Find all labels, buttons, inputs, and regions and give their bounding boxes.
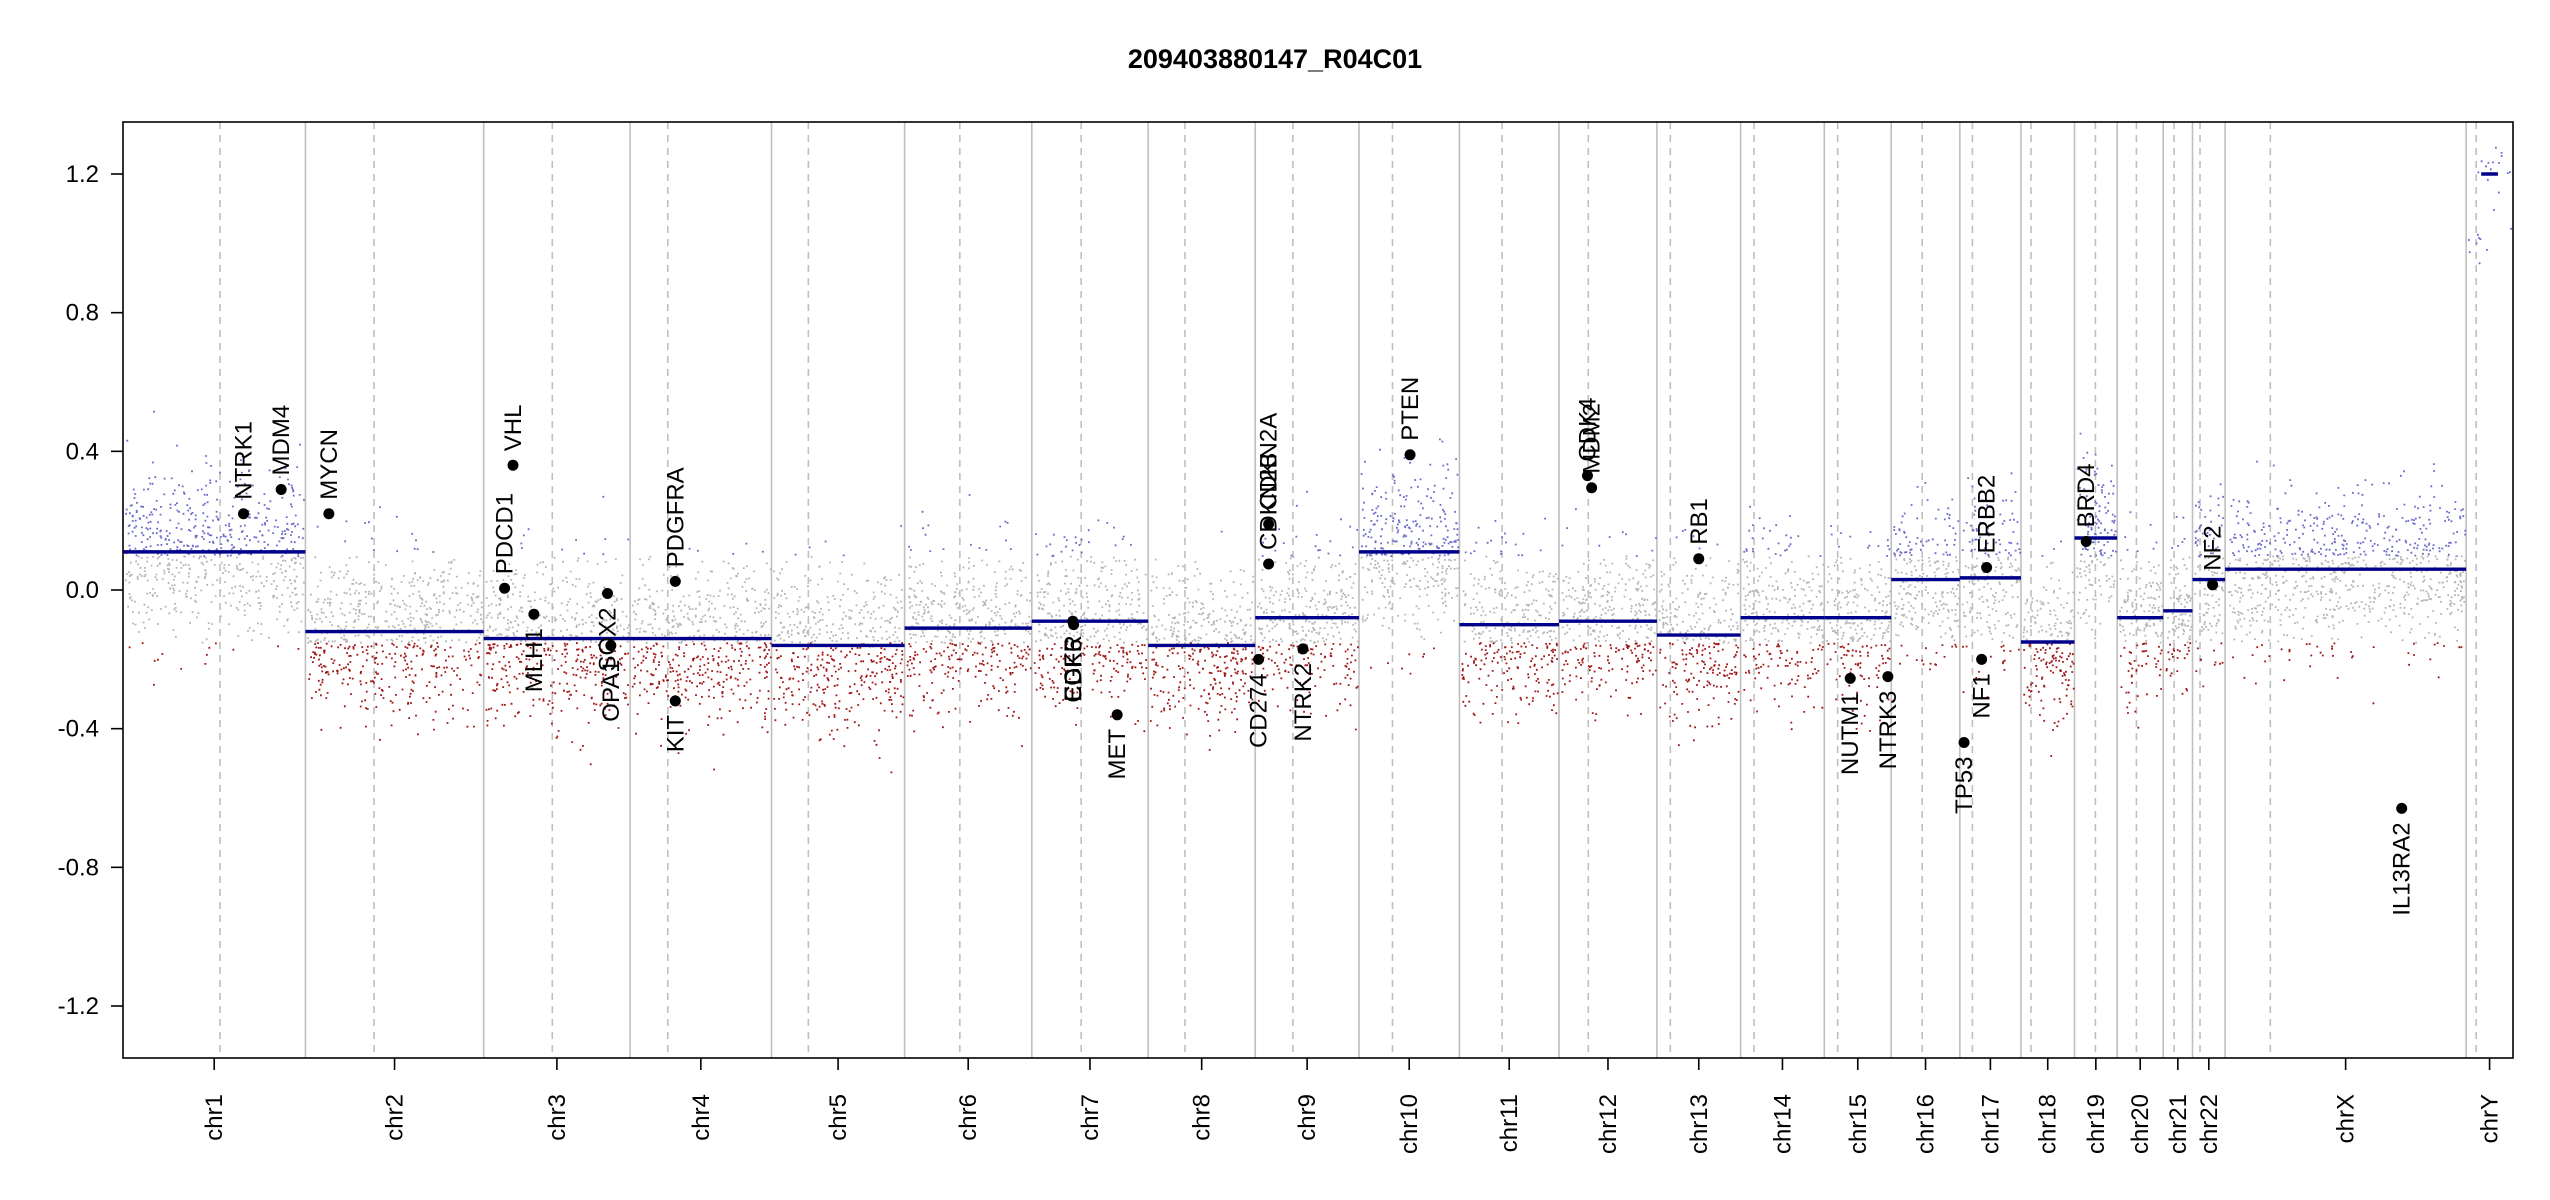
x-tick-label-chr15: chr15 bbox=[1845, 1094, 1872, 1154]
gene-label-cdkn2b: CDKN2B bbox=[1256, 453, 1283, 550]
gene-label-vhl: VHL bbox=[500, 405, 527, 452]
gene-label-cdk6: CDK6 bbox=[1061, 639, 1088, 703]
gene-point-rb1 bbox=[1693, 553, 1705, 565]
gene-point-mycn bbox=[323, 508, 335, 520]
gene-point-met bbox=[1111, 709, 1123, 721]
gene-label-pdgfra: PDGFRA bbox=[662, 467, 689, 567]
y-tick-label: -0.8 bbox=[58, 854, 99, 881]
gene-point-cdk6 bbox=[1068, 619, 1080, 631]
gene-label-mycn: MYCN bbox=[316, 429, 343, 500]
gene-label-nf2: NF2 bbox=[2200, 525, 2227, 570]
gene-point-cd274 bbox=[1253, 653, 1265, 665]
gene-point-il13ra2 bbox=[2396, 802, 2408, 814]
gene-label-ntrk1: NTRK1 bbox=[231, 421, 258, 500]
x-tick-label-chr3: chr3 bbox=[544, 1094, 571, 1141]
x-tick-label-chr22: chr22 bbox=[2196, 1094, 2223, 1154]
x-tick-label-chr19: chr19 bbox=[2083, 1094, 2110, 1154]
y-tick-label: -0.4 bbox=[58, 716, 99, 743]
segments bbox=[123, 172, 2498, 648]
chart-title: 209403880147_R04C01 bbox=[1127, 44, 1423, 74]
gene-label-kit: KIT bbox=[662, 715, 689, 753]
gene-point-mlh1 bbox=[528, 608, 540, 620]
x-tick-label-chr8: chr8 bbox=[1189, 1094, 1216, 1141]
gene-label-egfr: EGFR bbox=[1060, 635, 1087, 702]
gene-point-erbb2 bbox=[1981, 561, 1993, 573]
gene-label-brd4: BRD4 bbox=[2073, 463, 2100, 527]
gene-point-pdcd1 bbox=[499, 582, 511, 594]
gene-point-nf2 bbox=[2207, 579, 2219, 591]
y-tick-label: -1.2 bbox=[58, 993, 99, 1020]
x-tick-label-chr17: chr17 bbox=[1977, 1094, 2004, 1154]
gene-label-pdcd1: PDCD1 bbox=[492, 493, 519, 574]
gene-point-cdkn2a bbox=[1263, 518, 1275, 530]
x-tick-label-chr13: chr13 bbox=[1686, 1094, 1713, 1154]
x-tick-label-chr18: chr18 bbox=[2035, 1094, 2062, 1154]
gene-point-opa1 bbox=[605, 639, 617, 651]
x-tick-label-chr9: chr9 bbox=[1294, 1094, 1321, 1141]
gene-label-il13ra2: IL13RA2 bbox=[2389, 822, 2416, 915]
gene-point-mdm4 bbox=[275, 483, 287, 495]
chromosome-boundaries bbox=[219, 122, 2477, 1058]
x-tick-label-chr16: chr16 bbox=[1913, 1094, 1940, 1154]
x-tick-label-chr2: chr2 bbox=[382, 1094, 409, 1141]
gene-point-tp53 bbox=[1958, 737, 1970, 749]
gene-label-met: MET bbox=[1104, 728, 1131, 779]
probe-dots bbox=[124, 555, 2466, 644]
gene-point-nutm1 bbox=[1844, 672, 1856, 684]
gene-point-ntrk1 bbox=[238, 508, 250, 520]
gene-point-mdm2 bbox=[1586, 482, 1598, 494]
x-tick-label-chr11: chr11 bbox=[1496, 1094, 1523, 1152]
gene-point-cdk4 bbox=[1581, 470, 1593, 482]
x-tick-label-chrX: chrX bbox=[2333, 1094, 2360, 1143]
gene-point-kit bbox=[669, 695, 681, 707]
gene-point-ntrk2 bbox=[1297, 643, 1309, 655]
x-tick-label-chr10: chr10 bbox=[1396, 1094, 1423, 1154]
x-tick-label-chr21: chr21 bbox=[2165, 1094, 2192, 1154]
x-tick-label-chr1: chr1 bbox=[201, 1094, 228, 1141]
gene-label-ntrk3: NTRK3 bbox=[1875, 691, 1902, 770]
x-tick-label-chr7: chr7 bbox=[1077, 1094, 1104, 1141]
y-tick-label: 0.8 bbox=[66, 300, 99, 327]
gene-label-mdm2: MDM2 bbox=[1579, 403, 1606, 474]
y-tick-label: 0.4 bbox=[66, 438, 99, 465]
gene-point-brd4 bbox=[2080, 535, 2092, 547]
gene-point-ntrk3 bbox=[1882, 671, 1894, 683]
gene-label-sox2: SOX2 bbox=[595, 607, 622, 671]
gene-label-rb1: RB1 bbox=[1686, 498, 1713, 545]
gene-point-pten bbox=[1404, 449, 1416, 461]
gene-label-nutm1: NUTM1 bbox=[1837, 692, 1864, 775]
gene-point-cdkn2b bbox=[1263, 558, 1275, 570]
gene-label-erbb2: ERBB2 bbox=[1974, 475, 2001, 554]
gene-point-sox2 bbox=[602, 587, 614, 599]
gene-label-tp53: TP53 bbox=[1951, 757, 1978, 814]
y-tick-label: 1.2 bbox=[66, 161, 99, 188]
gene-label-opa1: OPA1 bbox=[598, 659, 625, 721]
gene-label-mdm4: MDM4 bbox=[268, 405, 295, 476]
x-tick-label-chrY: chrY bbox=[2477, 1094, 2504, 1143]
x-tick-label-chr4: chr4 bbox=[688, 1094, 715, 1141]
gene-point-pdgfra bbox=[669, 575, 681, 587]
x-tick-label-chr14: chr14 bbox=[1769, 1094, 1796, 1154]
gene-label-mlh1: MLH1 bbox=[521, 628, 548, 692]
probe-points bbox=[124, 146, 2513, 774]
gene-label-nf1: NF1 bbox=[1969, 673, 1996, 718]
x-tick-label-chr20: chr20 bbox=[2127, 1094, 2154, 1154]
x-tick-label-chr6: chr6 bbox=[955, 1094, 982, 1141]
gene-label-cdkn2a: CDKN2A bbox=[1256, 413, 1283, 510]
y-tick-label: 0.0 bbox=[66, 577, 99, 604]
x-tick-label-chr5: chr5 bbox=[825, 1094, 852, 1141]
gene-point-nf1 bbox=[1976, 653, 1988, 665]
axes: -1.2 -0.8 -0.4 0.0 0.4 0.8 1.2 chr1 chr2 chr3 chr4… bbox=[58, 121, 2514, 1154]
x-tick-label-chr12: chr12 bbox=[1595, 1094, 1622, 1154]
plot-frame bbox=[122, 121, 2514, 1059]
gene-label-pten: PTEN bbox=[1397, 377, 1424, 441]
gene-label-ntrk2: NTRK2 bbox=[1290, 663, 1317, 742]
gene-point-vhl bbox=[507, 459, 519, 471]
gene-label-cd274: CD274 bbox=[1246, 673, 1273, 748]
gene-label-cdk4: CDK4 bbox=[1574, 398, 1601, 462]
